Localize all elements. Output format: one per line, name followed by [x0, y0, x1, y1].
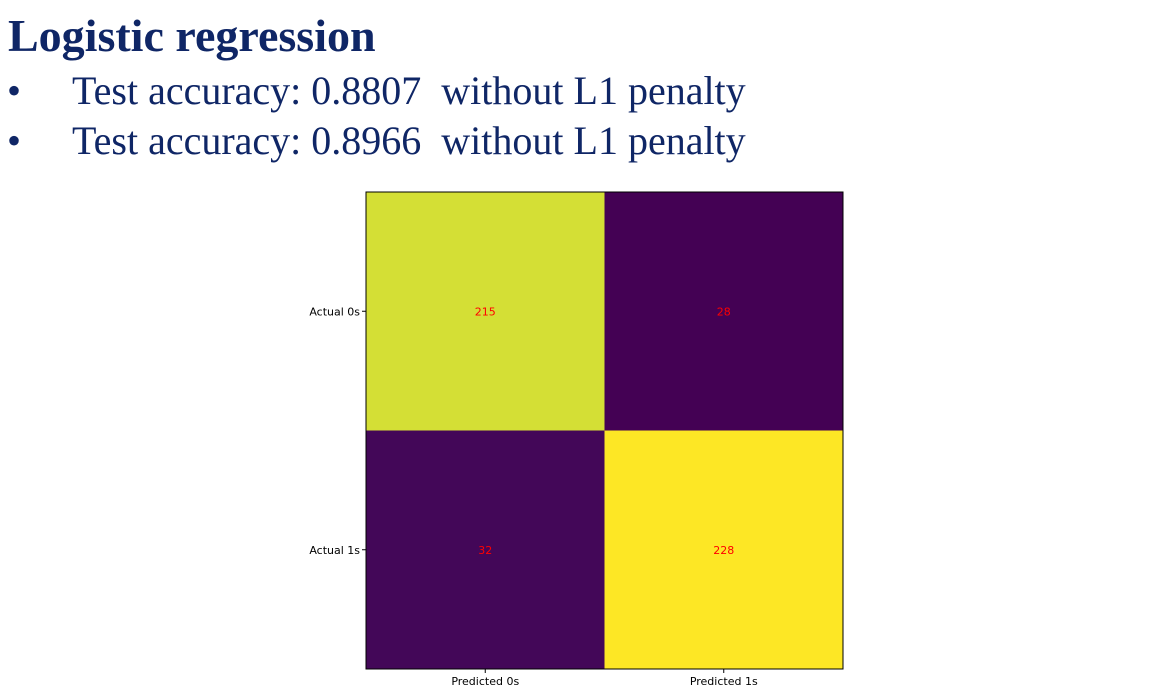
- y-tick-label: Actual 1s: [309, 544, 360, 557]
- heatmap-cell: [366, 192, 605, 431]
- plot-frame: [365, 191, 844, 670]
- bullet-text: Test accuracy: 0.8807 without L1 penalty: [72, 68, 746, 113]
- bullet-text: Test accuracy: 0.8966 without L1 penalty: [72, 118, 746, 163]
- y-tick-label: Actual 0s: [309, 305, 360, 318]
- cell-value-label: 228: [713, 544, 734, 557]
- slide-title: Logistic regression: [8, 10, 376, 61]
- bullet-item: • Test accuracy: 0.8966 without L1 penal…: [0, 116, 746, 166]
- cell-value-label: 215: [475, 305, 496, 318]
- bullet-item: • Test accuracy: 0.8807 without L1 penal…: [0, 66, 746, 116]
- bullet-list: • Test accuracy: 0.8807 without L1 penal…: [0, 66, 746, 166]
- x-tick-label: Predicted 0s: [451, 675, 519, 688]
- heatmap-cell: [366, 430, 605, 669]
- cell-value-label: 32: [478, 544, 492, 557]
- heatmap-cell: [604, 192, 843, 431]
- bullet-marker: •: [7, 118, 22, 163]
- heatmap-cell: [604, 430, 843, 669]
- confusion-matrix-chart: 215 28 32 228 Actual 0s Actual 1s Predicted 0s…: [270, 185, 870, 696]
- x-tick-label: Predicted 1s: [690, 675, 758, 688]
- cell-value-label: 28: [717, 305, 731, 318]
- bullet-marker: •: [7, 68, 22, 113]
- confusion-matrix-svg: 215 28 32 228 Actual 0s Actual 1s Predicted 0s…: [309, 191, 844, 688]
